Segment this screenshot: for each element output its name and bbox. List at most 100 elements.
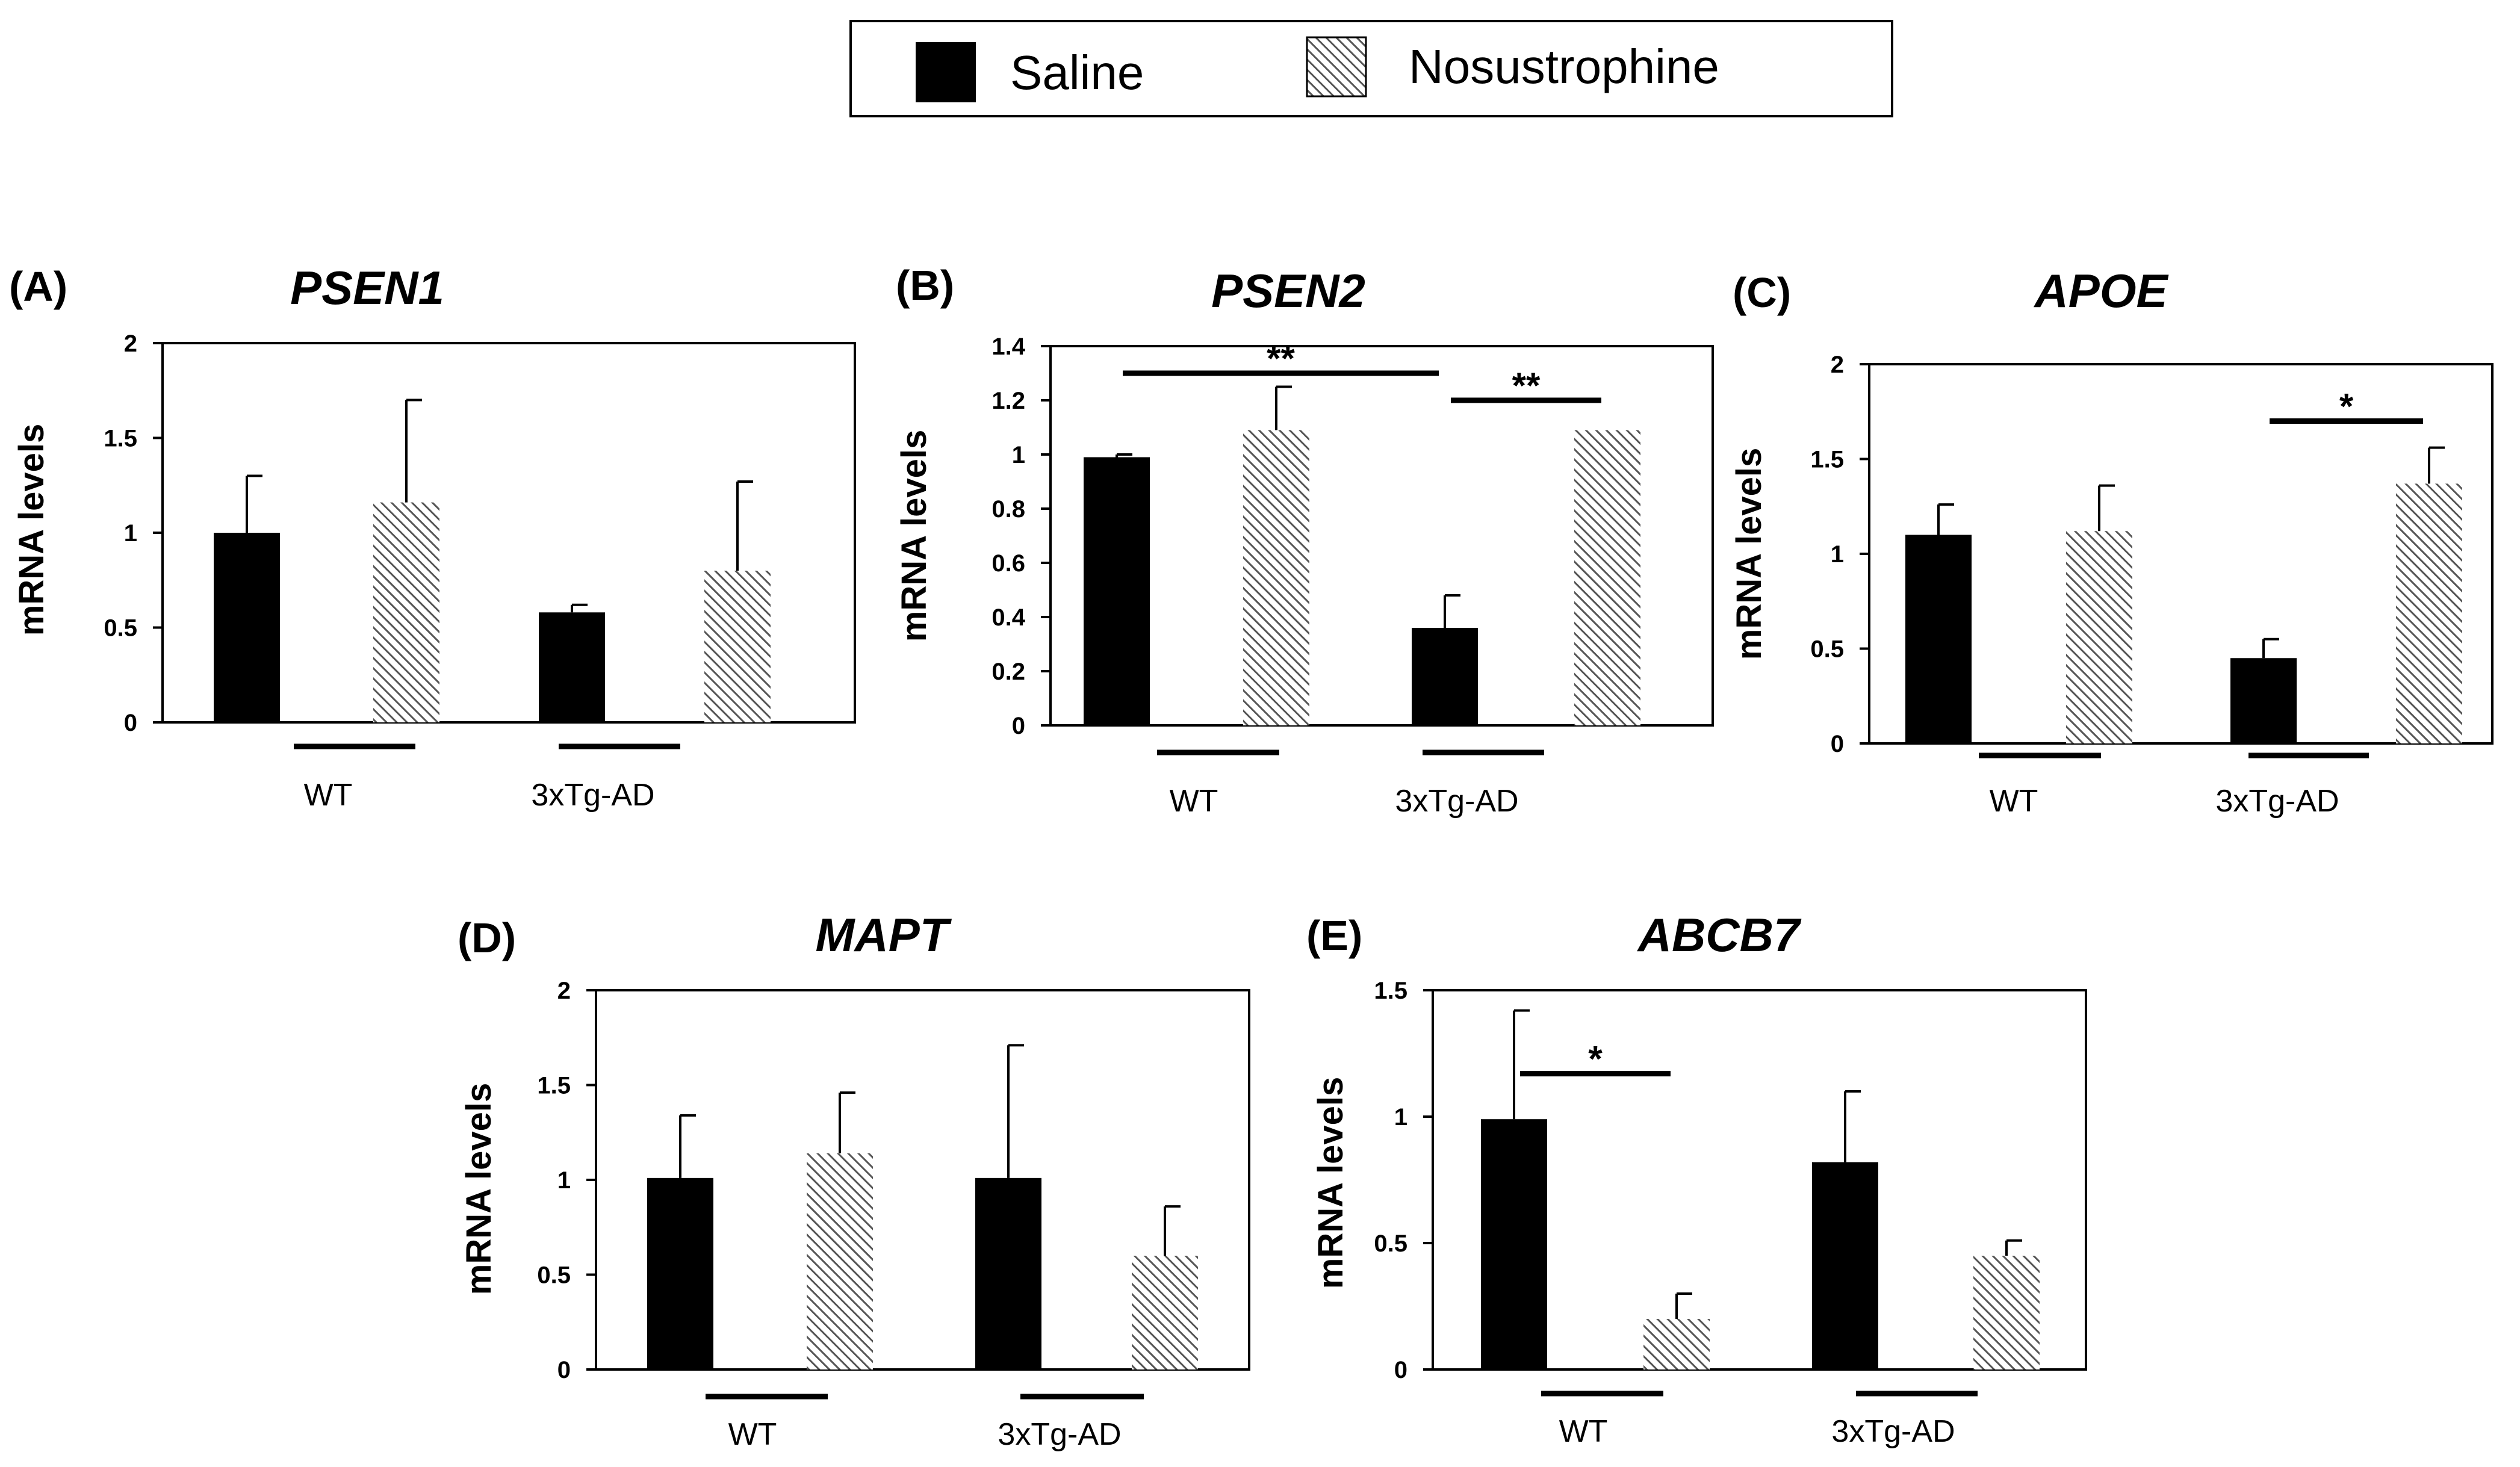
panel-a-bar-nosustrophine	[373, 502, 439, 722]
panel-d-bar-nosustrophine	[1132, 1256, 1198, 1369]
panel-d-bar-saline	[975, 1177, 1041, 1369]
panel-e-label: (E)	[1306, 912, 1362, 959]
panel-a-category-label: WT	[304, 778, 353, 813]
panel-b-title: PSEN2	[1211, 264, 1365, 317]
panel-b-significance-stars: **	[1267, 338, 1295, 379]
panel-b-bars	[1084, 430, 1640, 725]
panel-e-ylabel: mRNA levels	[1311, 1077, 1350, 1289]
panel-e-bar-saline	[1481, 1119, 1547, 1369]
panel-c-y-tick-label: 0.5	[1810, 636, 1844, 663]
panel-e-y-tick-label: 1.5	[1374, 978, 1407, 1004]
panel-d-category-label: 3xTg-AD	[998, 1417, 1121, 1452]
panel-d-y-axis: 0 0.5 1 1.5 2	[537, 978, 596, 1383]
panel-c-y-tick-label: 1.5	[1810, 447, 1844, 473]
panel-d-error-bars	[679, 1044, 1181, 1256]
panel-e-y-tick-label: 0.5	[1374, 1230, 1407, 1257]
panel-a-error-bars	[246, 399, 753, 613]
panel-c-significance-stars: *	[2339, 386, 2354, 427]
panel-e-bar-nosustrophine	[1973, 1256, 2040, 1369]
panel-e-abcb7: (E) ABCB7 mRNA levels 0 0.5 1 1.5 * WT 3xTg…	[1306, 908, 2087, 1449]
panel-b-bar-nosustrophine	[1243, 430, 1309, 725]
panel-c-category-label: WT	[1990, 784, 2038, 819]
legend-nosustrophine-swatch	[1306, 36, 1367, 98]
panel-b-y-tick-label: 1.2	[992, 388, 1025, 414]
panel-c-bar-nosustrophine	[2066, 531, 2132, 743]
panel-d-label: (D)	[458, 914, 516, 961]
panel-b-error-bars	[1116, 385, 1460, 628]
panel-d-y-tick-label: 1	[557, 1167, 571, 1194]
legend: Saline Nosustrophine	[849, 20, 1893, 117]
panel-b-y-tick-label: 0.2	[992, 659, 1025, 685]
panel-b-y-tick-label: 0.4	[992, 604, 1025, 631]
panel-b-y-tick-label: 0	[1012, 713, 1025, 739]
panel-c-significance: *	[2270, 386, 2423, 427]
panel-e-bar-saline	[1812, 1162, 1878, 1369]
panel-e-significance: *	[1520, 1039, 1671, 1079]
panel-b-y-tick-label: 0.6	[992, 550, 1025, 577]
panel-a-y-axis: 0 0.5 1 1.5 2	[104, 330, 163, 736]
panel-b-plot-frame	[1049, 345, 1714, 727]
panel-a-y-tick-label: 1	[124, 520, 137, 547]
panel-a-y-tick-label: 0.5	[104, 615, 137, 642]
panel-a-bar-nosustrophine	[704, 571, 771, 722]
legend-frame	[849, 20, 1893, 117]
panel-d-bars	[647, 1153, 1198, 1369]
panel-e-plot-frame	[1432, 989, 2087, 1371]
panel-c-error-bars	[1937, 446, 2445, 659]
panel-c-category-label: 3xTg-AD	[2215, 784, 2339, 819]
panel-c-y-tick-label: 1	[1831, 541, 1844, 568]
panel-a-y-tick-label: 0	[124, 710, 137, 736]
panel-d-y-tick-label: 2	[557, 978, 571, 1004]
panel-a-y-tick-label: 1.5	[104, 426, 137, 452]
panel-c-bar-saline	[2230, 658, 2297, 743]
panel-a-label: (A)	[9, 263, 67, 310]
legend-saline-label: Saline	[1010, 46, 1144, 99]
panel-e-bars	[1481, 1119, 2040, 1369]
panel-e-category-label: WT	[1559, 1414, 1608, 1449]
panel-e-y-axis: 0 0.5 1 1.5	[1374, 978, 1433, 1383]
panel-b-y-tick-label: 1.4	[992, 333, 1025, 360]
panel-b-psen2: (B) PSEN2 mRNA levels 0 0.2 0.4 0.6 0.8 1 1.2 1…	[895, 262, 1714, 819]
panel-d-title: MAPT	[816, 908, 952, 961]
panel-d-bar-nosustrophine	[807, 1153, 873, 1369]
panel-b-y-axis: 0 0.2 0.4 0.6 0.8 1 1.2 1.4	[992, 333, 1051, 739]
panel-b-significance: ** **	[1123, 338, 1601, 406]
panel-d-y-tick-label: 0.5	[537, 1262, 571, 1289]
panel-a-y-tick-label: 2	[124, 330, 137, 357]
panel-e-significance-stars: *	[1588, 1039, 1603, 1079]
panel-d-bar-saline	[647, 1177, 713, 1369]
panel-c-y-tick-label: 0	[1831, 731, 1844, 757]
panel-b-y-tick-label: 1	[1012, 442, 1025, 468]
panel-c-title: APOE	[2033, 264, 2168, 317]
panel-e-y-tick-label: 0	[1394, 1357, 1407, 1383]
panel-e-bar-nosustrophine	[1643, 1319, 1710, 1369]
panel-c-bars	[1905, 483, 2462, 743]
panel-b-category-label: WT	[1170, 784, 1218, 819]
panel-b-bar-saline	[1412, 628, 1478, 725]
panel-b-y-tick-label: 0.8	[992, 496, 1025, 523]
panel-a-bar-saline	[214, 533, 280, 722]
panel-a-bar-saline	[539, 612, 605, 722]
panel-b-significance-stars: **	[1512, 365, 1541, 406]
panel-c-y-tick-label: 2	[1831, 352, 1844, 378]
panel-d-y-tick-label: 1.5	[537, 1073, 571, 1099]
panel-c-bar-nosustrophine	[2396, 483, 2462, 743]
panel-b-ylabel: mRNA levels	[895, 430, 934, 642]
panel-b-label: (B)	[896, 262, 954, 309]
panel-b-bar-nosustrophine	[1574, 430, 1640, 725]
panel-e-category-label: 3xTg-AD	[1831, 1414, 1955, 1449]
panel-a-bars	[214, 502, 771, 722]
panel-b-bar-saline	[1084, 457, 1150, 725]
panel-a-psen1: (A) PSEN1 mRNA levels 0 0.5 1 1.5 2 WT 3xTg-…	[9, 261, 856, 813]
panel-c-y-axis: 0 0.5 1 1.5 2	[1810, 352, 1869, 757]
legend-nosustrophine-label: Nosustrophine	[1409, 40, 1719, 93]
panel-c-bar-saline	[1905, 535, 1972, 743]
panel-a-ylabel: mRNA levels	[12, 424, 51, 636]
panel-e-y-tick-label: 1	[1394, 1104, 1407, 1130]
panel-d-y-tick-label: 0	[557, 1357, 571, 1383]
panel-c-label: (C)	[1733, 269, 1791, 316]
panel-a-title: PSEN1	[290, 261, 444, 314]
panel-e-title: ABCB7	[1637, 908, 1802, 961]
panel-d-mapt: (D) MAPT mRNA levels 0 0.5 1 1.5 2 WT 3xTg-A…	[458, 908, 1250, 1452]
